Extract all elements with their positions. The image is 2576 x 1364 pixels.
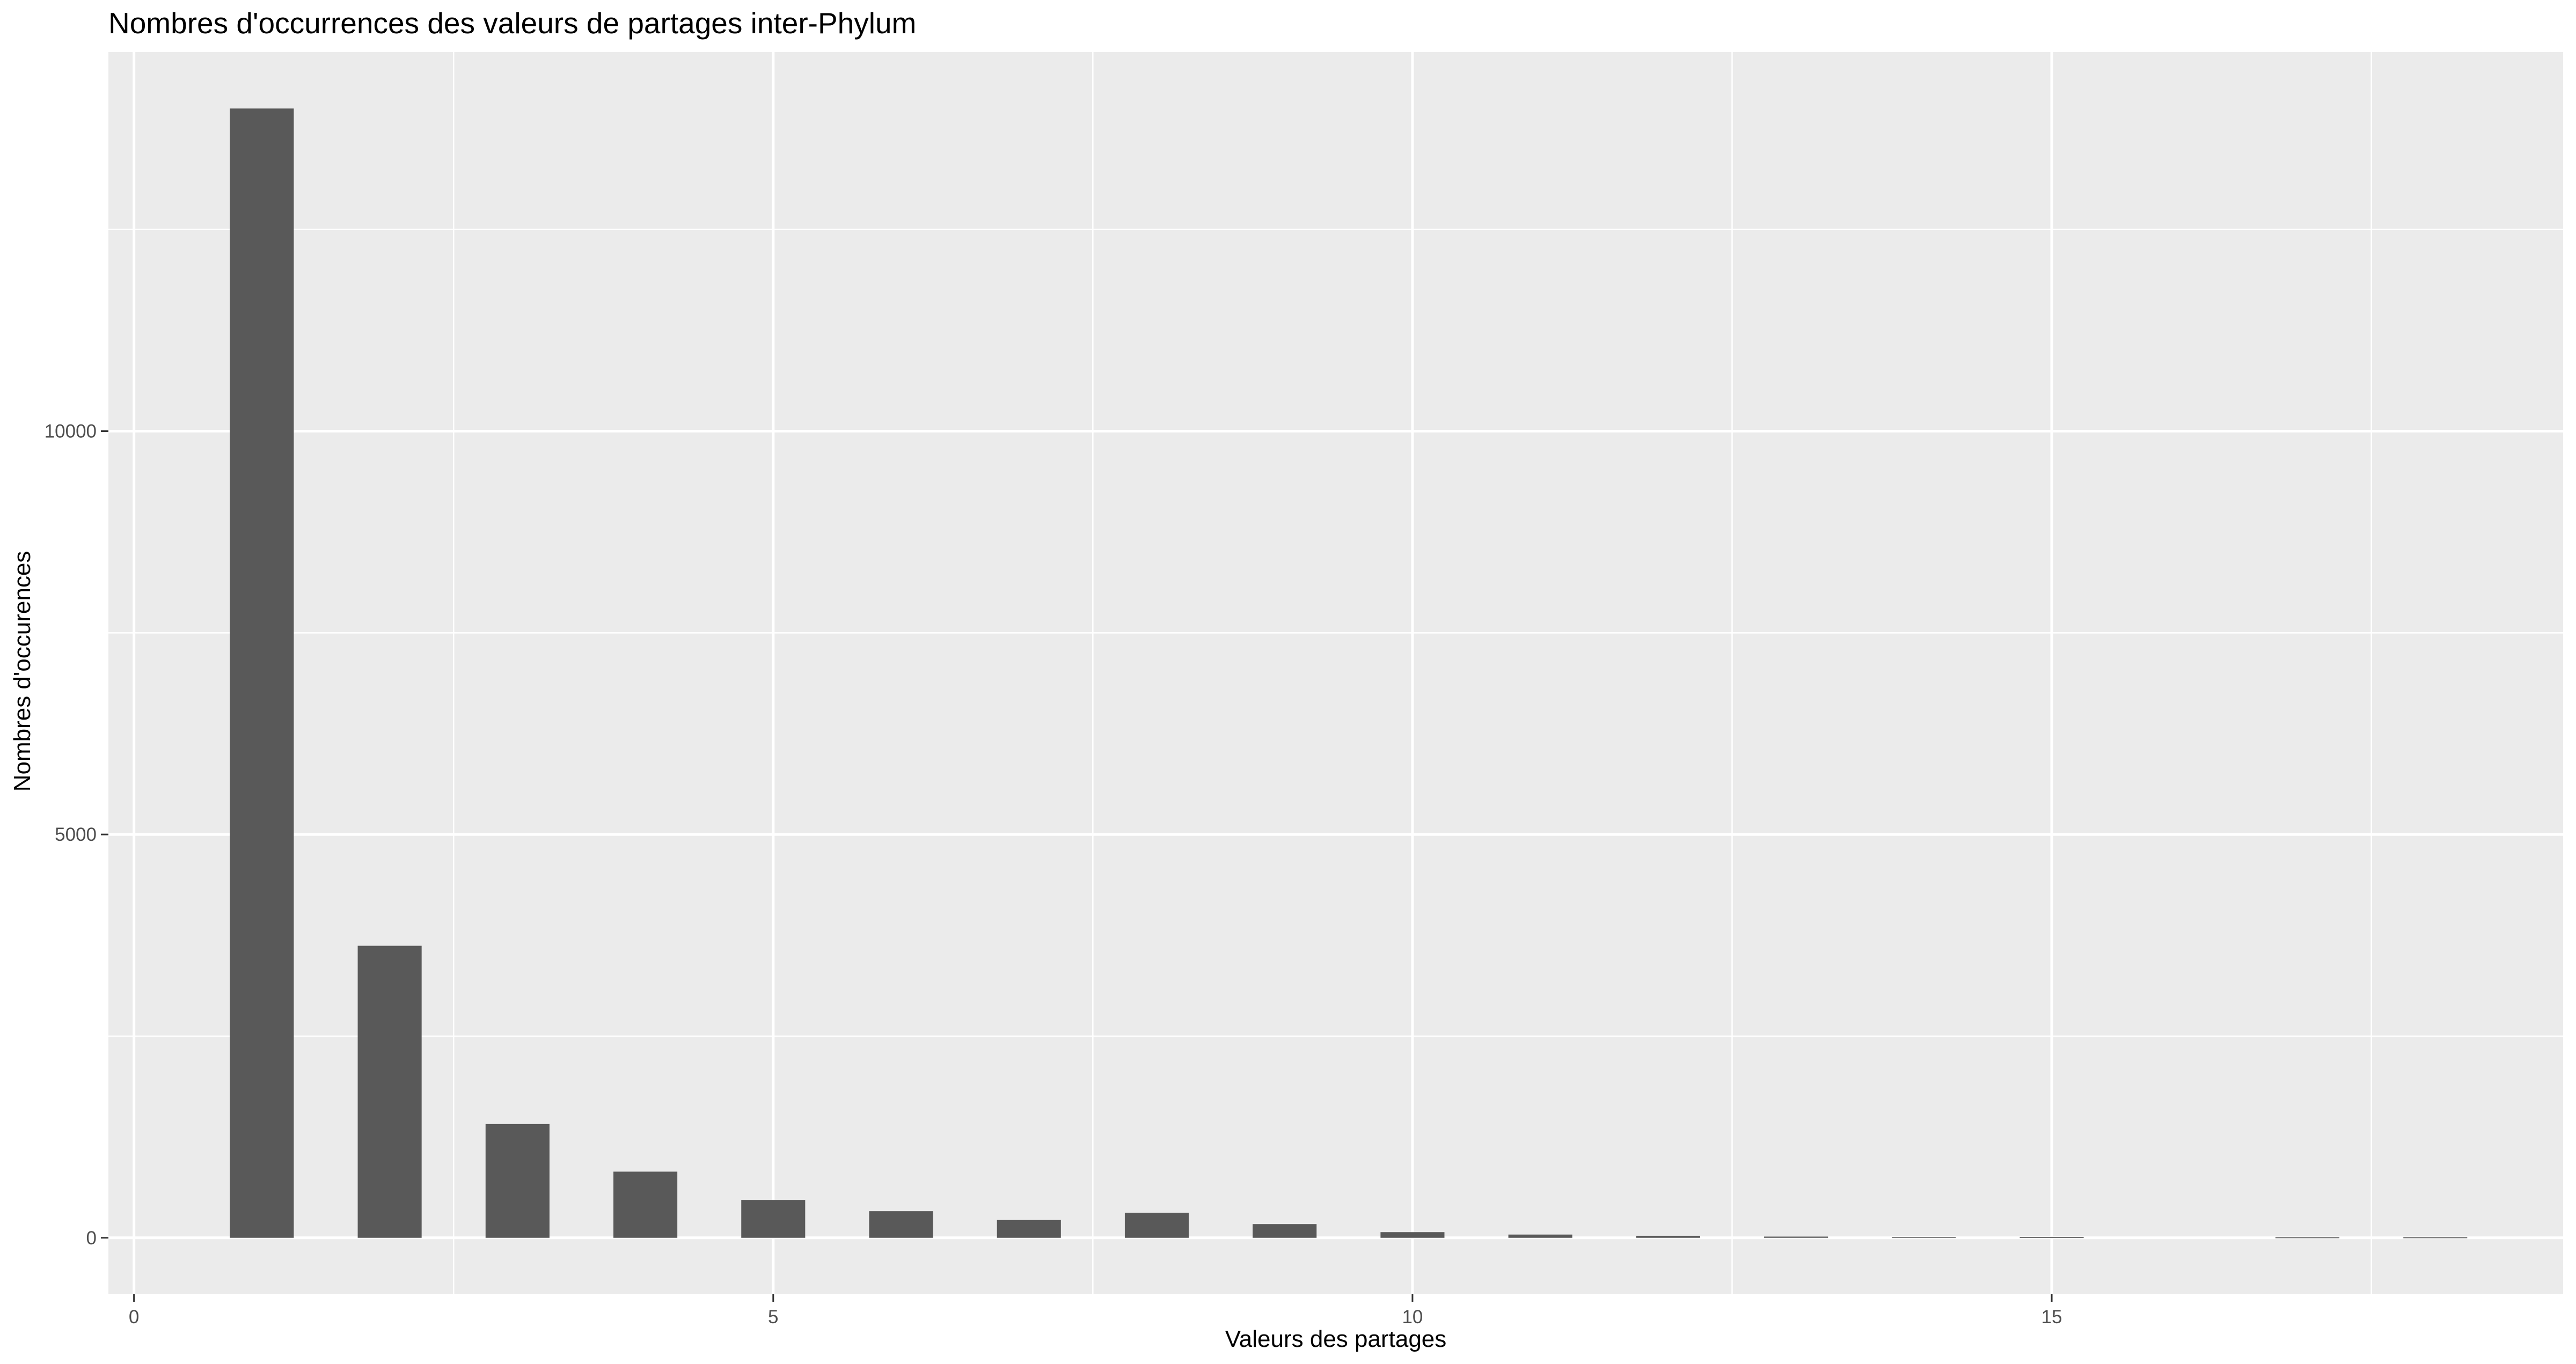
bar (1508, 1234, 1572, 1238)
bar (2275, 1237, 2340, 1238)
bar (357, 945, 422, 1238)
bar (485, 1124, 550, 1238)
y-tick-label: 5000 (55, 824, 97, 845)
bar (1764, 1236, 1828, 1238)
bar (1380, 1232, 1445, 1238)
bar (230, 108, 294, 1238)
x-tick-label: 10 (1402, 1307, 1423, 1328)
y-axis-title: Nombres d'occurences (9, 551, 35, 792)
bar (2019, 1237, 2084, 1238)
bar (997, 1220, 1061, 1238)
chart-title: Nombres d'occurrences des valeurs de par… (108, 6, 916, 40)
bar (2403, 1237, 2468, 1238)
bar (741, 1200, 806, 1238)
bar (1253, 1224, 1317, 1238)
bar (869, 1211, 933, 1238)
x-axis-title: Valeurs des partages (1225, 1326, 1447, 1352)
y-tick-label: 0 (86, 1228, 97, 1249)
bar (613, 1171, 678, 1238)
x-axis: 0 5 10 15 (129, 1294, 2062, 1328)
x-tick-label: 5 (768, 1307, 778, 1328)
y-tick-label: 10000 (45, 421, 97, 442)
bar (1892, 1237, 1956, 1238)
bar-series (230, 108, 2468, 1238)
minor-gridlines (108, 52, 2563, 1294)
plot-panel (108, 52, 2563, 1294)
bar (1124, 1213, 1189, 1238)
x-tick-label: 0 (129, 1307, 139, 1328)
x-tick-label: 15 (2041, 1307, 2062, 1328)
bar (1636, 1236, 1700, 1238)
y-axis: 0 5000 10000 (45, 421, 108, 1249)
